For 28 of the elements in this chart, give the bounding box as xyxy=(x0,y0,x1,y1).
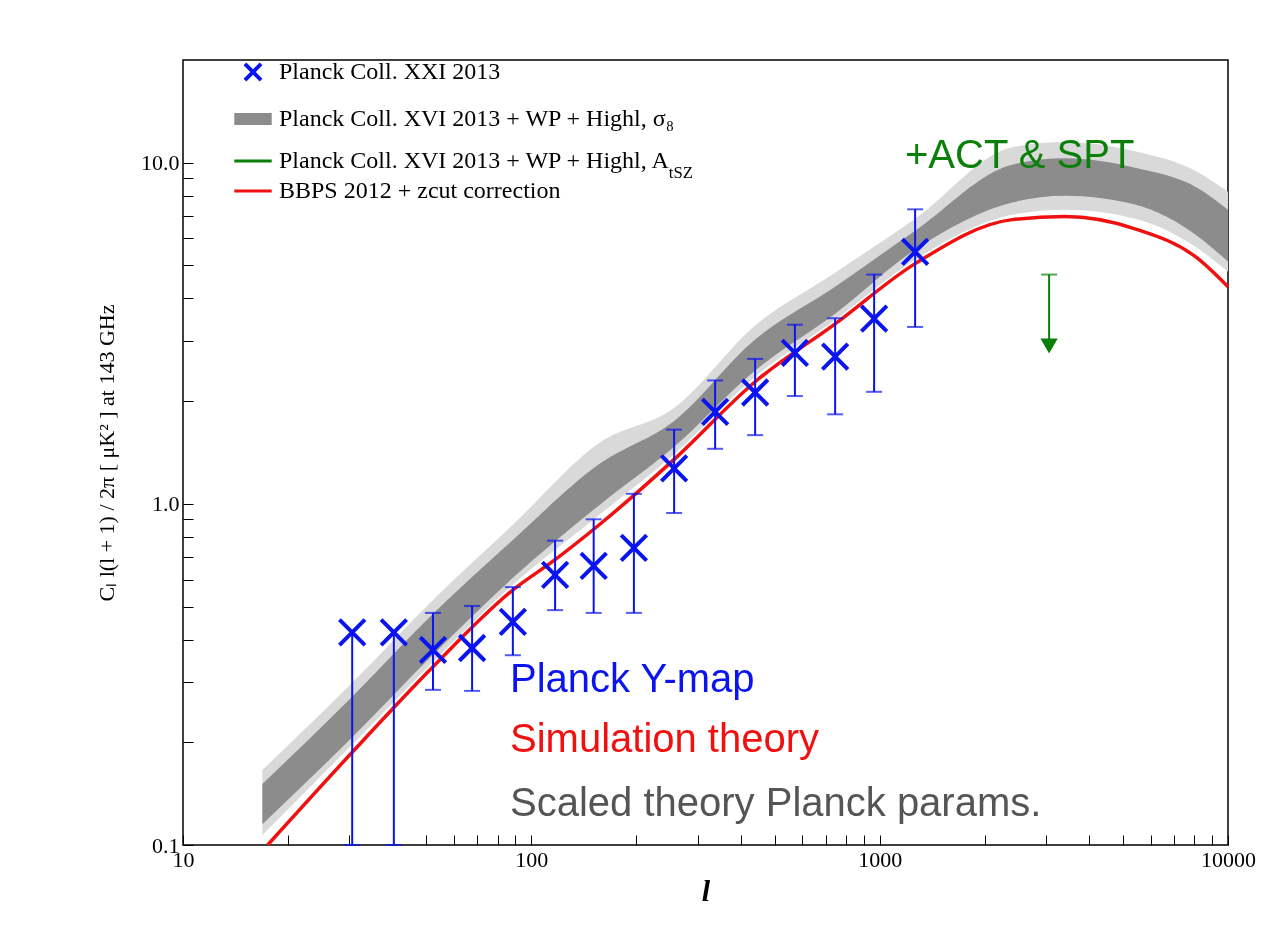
point xyxy=(498,607,528,637)
legend-label: Planck Coll. XXI 2013 xyxy=(279,58,501,84)
x-tick-label: 100 xyxy=(515,846,549,872)
annotation: Scaled theory Planck params. xyxy=(510,780,1042,824)
point xyxy=(418,635,448,665)
point xyxy=(859,303,889,334)
point xyxy=(619,533,649,563)
y-tick-label: 1.0 xyxy=(152,491,180,517)
annotation: Planck Y-map xyxy=(510,656,755,700)
point xyxy=(740,377,770,408)
annotation: +ACT & SPT xyxy=(905,132,1135,176)
legend-label: Planck Coll. XVI 2013 + WP + Highl, σ₈ xyxy=(279,105,675,131)
x-axis-title: l xyxy=(701,873,711,907)
point xyxy=(659,453,689,484)
point xyxy=(337,617,367,648)
point xyxy=(457,633,487,663)
point xyxy=(820,341,850,372)
point xyxy=(379,617,409,648)
point xyxy=(700,397,730,427)
x-tick-label: 1000 xyxy=(858,846,903,872)
point xyxy=(578,551,609,581)
x-tick-label: 10000 xyxy=(1201,846,1256,872)
annotation: Simulation theory xyxy=(510,716,820,760)
point xyxy=(900,237,930,267)
point xyxy=(780,338,810,368)
y-axis-title: Cₗ l(l + 1) / 2π [ μK² ] at 143 GHz xyxy=(94,304,119,602)
point xyxy=(540,560,570,590)
y-tick-label: 10.0 xyxy=(141,150,180,176)
